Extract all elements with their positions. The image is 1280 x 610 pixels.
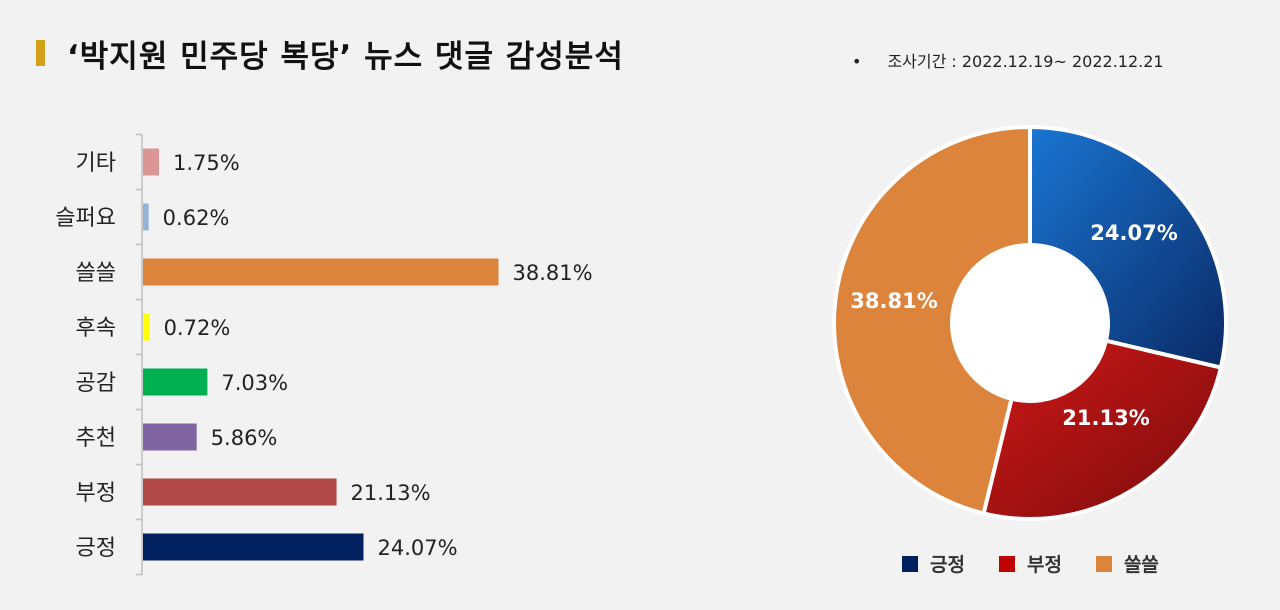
bar-category-label: 쓸쓸	[76, 261, 116, 286]
bar-value-label: 21.13%	[351, 481, 431, 505]
bar-value-label: 1.75%	[173, 151, 240, 175]
bar-value-label: 7.03%	[221, 371, 288, 395]
legend-item: 쓸쓸	[1095, 550, 1159, 577]
bar	[143, 203, 149, 231]
bar-value-label: 0.72%	[164, 316, 231, 340]
bar	[143, 478, 337, 506]
title-block: ‘박지원 민주당 복당’ 뉴스 댓글 감성분석	[36, 30, 624, 76]
bar	[143, 423, 197, 451]
period-bullet: •	[852, 52, 862, 71]
donut-hole	[952, 245, 1108, 401]
bar-category-label: 후속	[76, 316, 116, 341]
legend-label: 쓸쓸	[1123, 554, 1159, 576]
bar-category-label: 긍정	[76, 536, 116, 561]
bar-category-label: 공감	[76, 371, 116, 396]
donut-chart: 24.07% 21.13% 38.81%	[832, 124, 1228, 521]
bar-value-label: 5.86%	[211, 426, 278, 450]
legend-swatch	[1095, 555, 1112, 572]
page-title: ‘박지원 민주당 복당’ 뉴스 댓글 감성분석	[67, 38, 624, 75]
legend-swatch	[902, 555, 918, 572]
bar	[143, 533, 364, 561]
survey-period-text: 조사기간 : 2022.12.19~ 2022.12.21	[887, 52, 1164, 71]
survey-period: • 조사기간 : 2022.12.19~ 2022.12.21	[852, 48, 1164, 72]
bar-value-label: 38.81%	[512, 261, 592, 285]
bar-value-label: 0.62%	[163, 206, 230, 230]
legend-label: 부정	[1026, 554, 1062, 576]
bar-chart: 기타 1.75% 슬퍼요 0.62% 쓸쓸 38.81% 후속 0.72% 공감 7.03% 추천 5…	[55, 133, 593, 576]
donut-slice-label: 38.81%	[850, 289, 937, 313]
bar	[143, 313, 150, 341]
donut-legend: 긍정 부정 쓸쓸	[902, 550, 1159, 577]
legend-label: 긍정	[930, 554, 965, 576]
bar	[143, 148, 160, 176]
bar-value-label: 24.07%	[377, 536, 457, 560]
bar-category-label: 기타	[76, 151, 116, 176]
donut-slice-label: 24.07%	[1090, 221, 1177, 245]
legend-item: 긍정	[902, 550, 965, 577]
title-accent-bar	[36, 40, 45, 66]
legend-item: 부정	[998, 550, 1062, 577]
donut-slice-label: 21.13%	[1062, 406, 1149, 430]
bar-category-label: 추천	[76, 426, 116, 451]
bar-category-label: 부정	[76, 481, 116, 506]
bar-category-label: 슬퍼요	[55, 206, 116, 231]
bar	[143, 368, 208, 396]
legend-swatch	[998, 555, 1015, 572]
bar	[143, 258, 499, 286]
